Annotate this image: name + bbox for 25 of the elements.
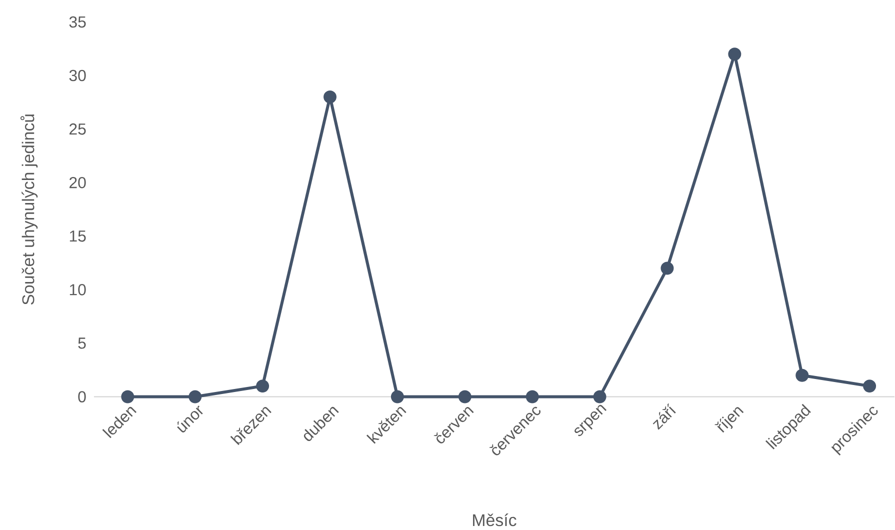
- y-tick-label: 30: [69, 70, 86, 82]
- point: [390, 390, 404, 404]
- x-tick-label: únor: [177, 406, 203, 433]
- y-tick-label: 0: [78, 391, 86, 403]
- point: [458, 390, 472, 404]
- x-tick-label: září: [652, 403, 676, 430]
- point: [660, 262, 674, 275]
- y-tick-label: 15: [70, 230, 86, 242]
- x-tick-label: říjen: [714, 407, 744, 433]
- point: [863, 380, 876, 393]
- point: [324, 90, 336, 104]
- point: [256, 380, 270, 393]
- point: [526, 390, 539, 404]
- y-tick-label: 10: [70, 284, 86, 296]
- point: [121, 390, 134, 404]
- y-tick-label: 5: [78, 338, 86, 349]
- point: [593, 390, 606, 404]
- point: [796, 369, 809, 382]
- point: [728, 48, 742, 61]
- y-axis-title: Součet uhynulých jedinců: [20, 114, 38, 305]
- y-tick-label: 25: [70, 124, 86, 135]
- y-tick-label: 20: [70, 177, 86, 188]
- point: [188, 390, 202, 404]
- y-tick-label: 35: [69, 16, 86, 28]
- x-axis-title: Měsíc: [473, 514, 516, 526]
